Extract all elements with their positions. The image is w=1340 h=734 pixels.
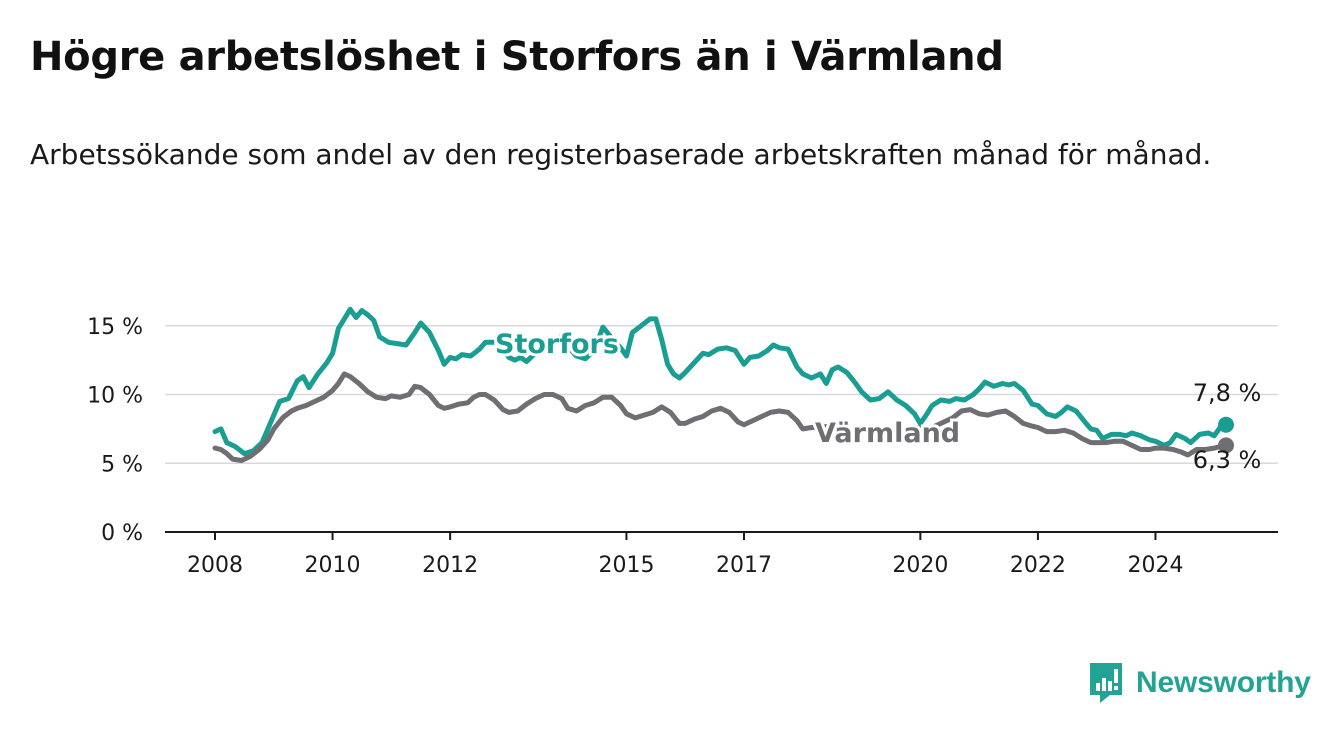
series-line-storfors: [212, 306, 1229, 457]
chart-subtitle: Arbetssökande som andel av den registerb…: [30, 138, 1212, 171]
x-tick-label: 2017: [716, 553, 772, 578]
chart-title: Högre arbetslöshet i Storfors än i Värml…: [30, 34, 1004, 80]
newsworthy-brand: Newsworthy: [1088, 660, 1311, 706]
x-tick-label: 2022: [1010, 553, 1066, 578]
x-tick-label: 2020: [892, 553, 948, 578]
y-tick-label: 5 %: [101, 452, 143, 477]
series-label-varmland: Värmland: [815, 418, 960, 449]
x-tick-label: 2024: [1127, 553, 1183, 578]
end-label-storfors: 7,8 %: [1193, 379, 1262, 407]
y-tick-label: 10 %: [87, 384, 143, 409]
end-point-varmland: [1218, 437, 1234, 454]
y-tick-label: 15 %: [87, 315, 143, 340]
series-line-varmland: [212, 371, 847, 463]
end-point-storfors: [1218, 416, 1234, 433]
x-tick-label: 2008: [187, 553, 243, 578]
end-label-varmland: 6,3 %: [1193, 446, 1262, 474]
line-chart: 0 % 5 % 10 % 15 % 2008 2010 2012 2015 2017 2020 20…: [87, 306, 1278, 578]
y-tick-label: 0 %: [101, 521, 143, 546]
x-tick-label: 2015: [598, 553, 654, 578]
x-tick-label: 2012: [422, 553, 478, 578]
newsworthy-logo-icon: [1090, 663, 1122, 703]
series-line-varmland: [914, 407, 1229, 458]
series-label-storfors: Storfors: [495, 329, 619, 360]
x-tick-label: 2010: [305, 553, 361, 578]
brand-name: Newsworthy: [1136, 666, 1311, 699]
